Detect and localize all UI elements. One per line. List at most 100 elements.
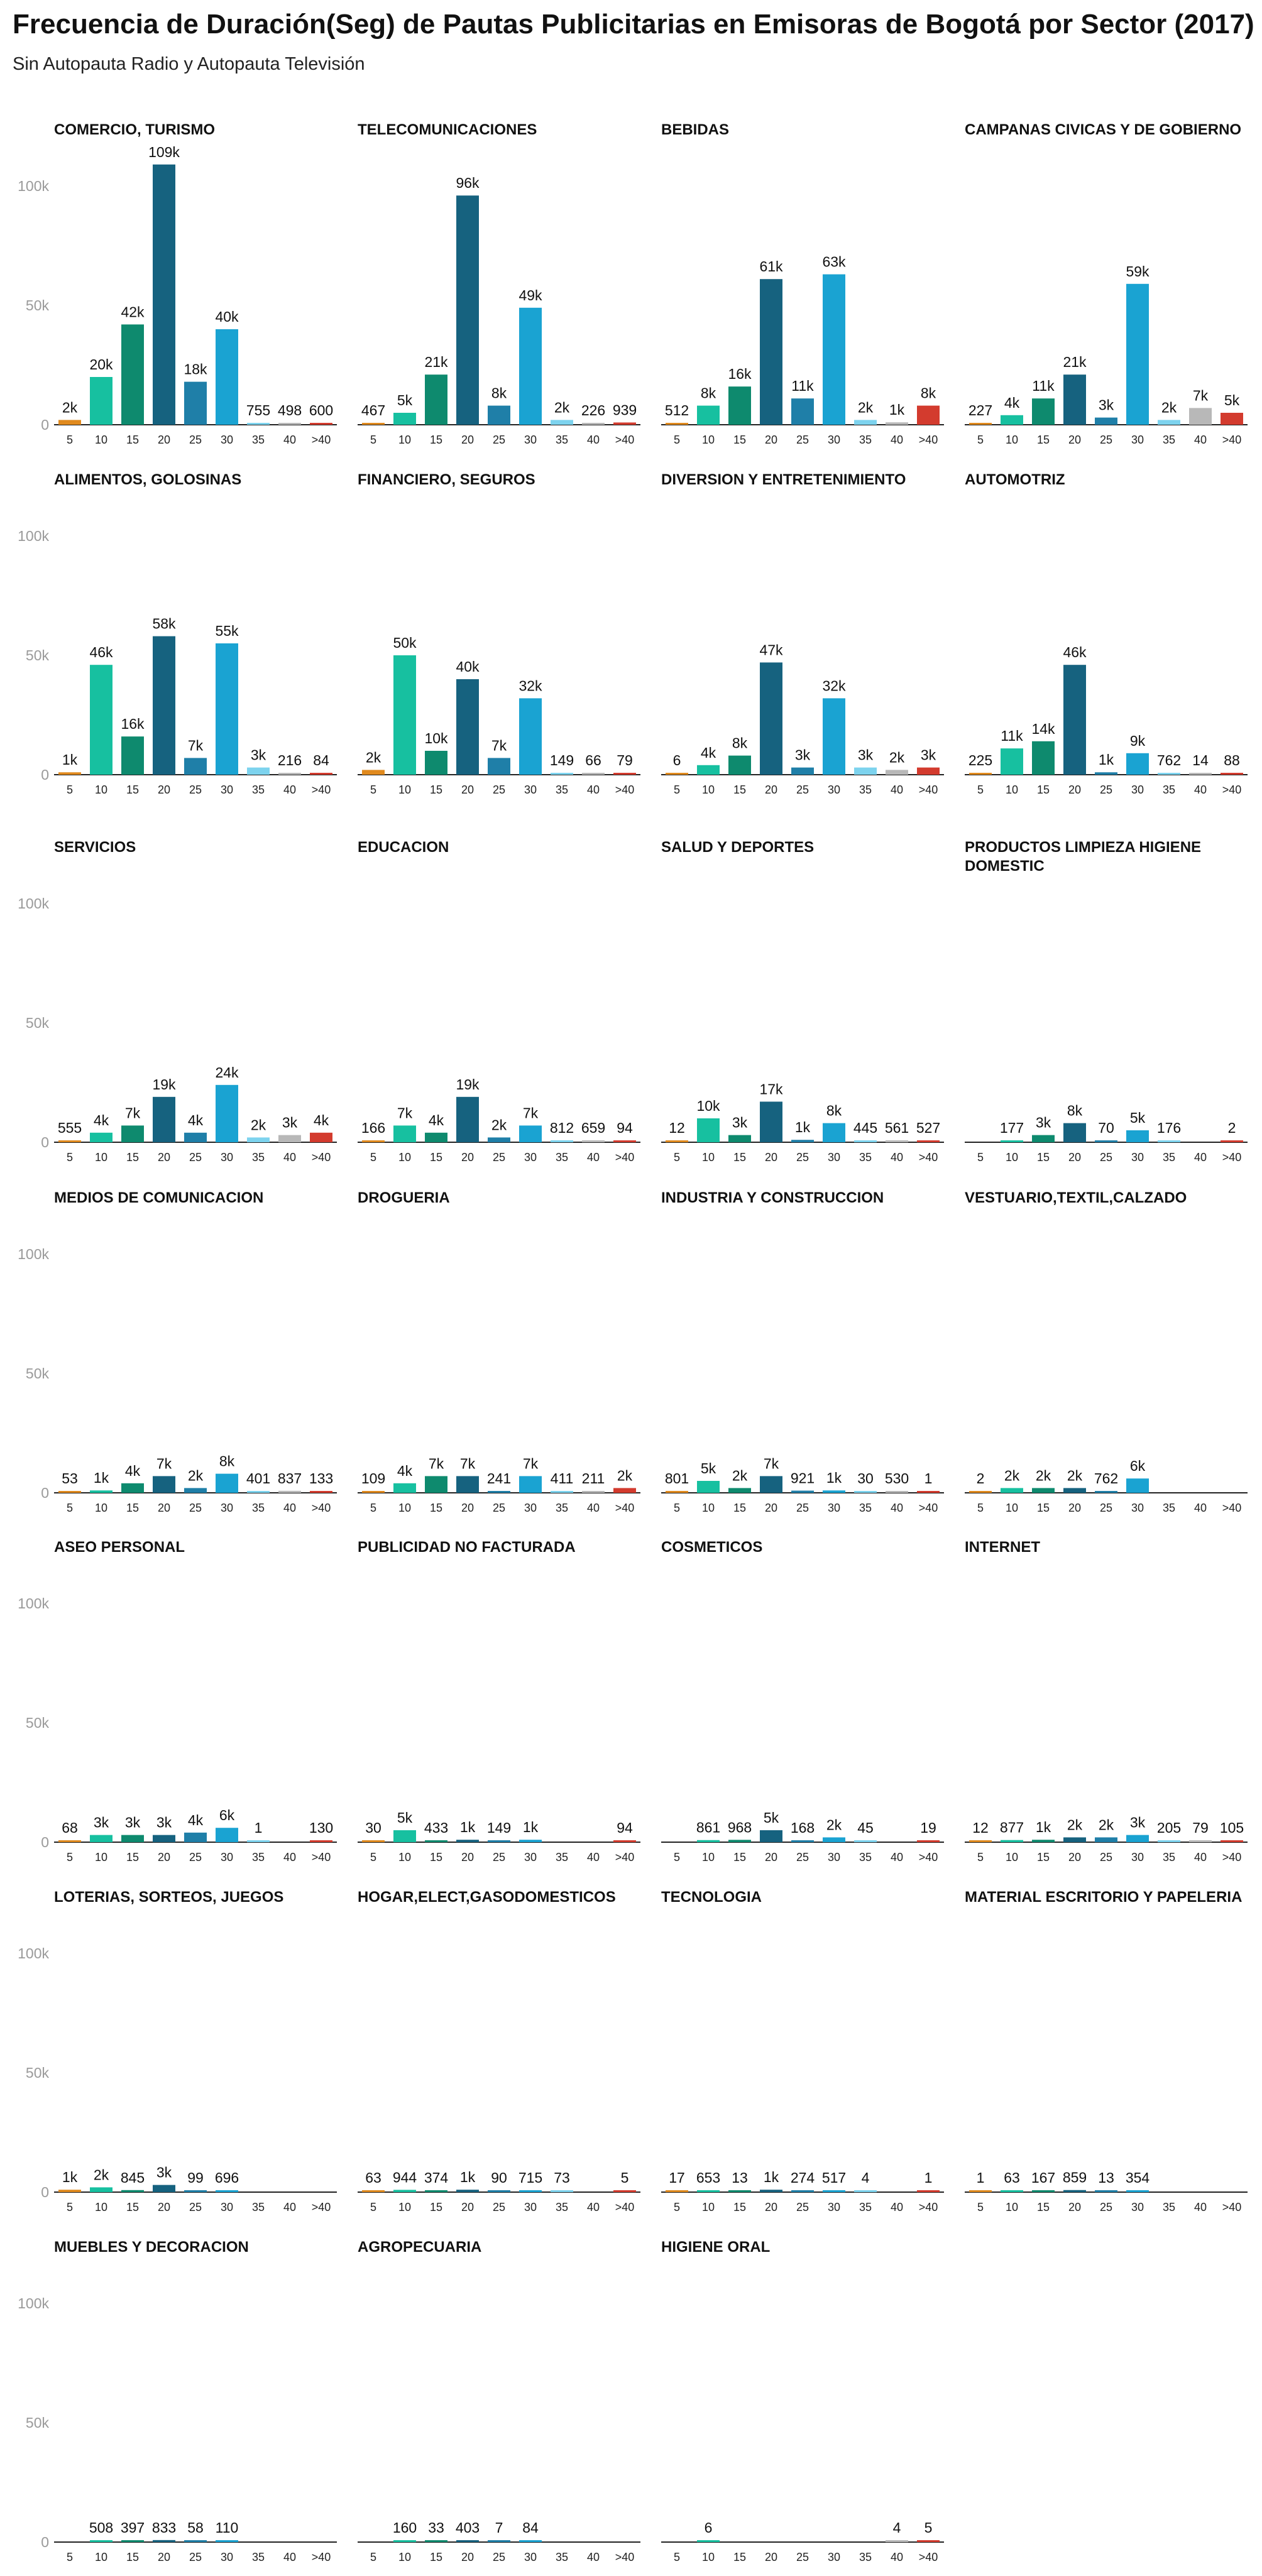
- bar: [310, 1840, 332, 1842]
- x-tick-label: 35: [859, 434, 872, 446]
- data-label: 216: [278, 752, 302, 768]
- bar: [519, 698, 542, 775]
- panel-title: PUBLICIDAD NO FACTURADA: [358, 1539, 576, 1556]
- data-label: 17k: [759, 1081, 783, 1097]
- y-tick-label: 50k: [26, 1015, 50, 1031]
- bar: [697, 405, 720, 425]
- bar: [1158, 773, 1180, 775]
- x-tick-label: 40: [1194, 1151, 1207, 1164]
- bar: [153, 1476, 175, 1493]
- data-label: 696: [215, 2169, 239, 2186]
- bar: [216, 329, 238, 425]
- data-label: 2k: [858, 399, 874, 415]
- x-tick-label: 40: [1194, 434, 1207, 446]
- bar: [551, 773, 573, 775]
- x-tick-label: 20: [765, 2201, 777, 2213]
- x-tick-label: 20: [1068, 434, 1081, 446]
- panel-title: INTERNET: [965, 1539, 1040, 1556]
- data-label: 2k: [1161, 399, 1177, 415]
- data-label: 1k: [764, 2169, 779, 2185]
- bar: [1063, 665, 1086, 775]
- bar: [58, 420, 81, 425]
- x-tick-label: 20: [765, 783, 777, 796]
- x-tick-label: 5: [67, 2551, 73, 2563]
- data-label: 403: [456, 2519, 480, 2536]
- x-tick-label: 40: [283, 2551, 296, 2563]
- data-label: 14k: [1031, 721, 1055, 737]
- bar: [760, 1476, 782, 1493]
- x-tick-label: >40: [919, 2201, 938, 2213]
- x-tick-label: 30: [524, 1151, 537, 1164]
- bar: [216, 1473, 238, 1493]
- bar: [310, 1491, 332, 1493]
- data-label: 50k: [393, 635, 417, 651]
- bar: [760, 1830, 782, 1842]
- data-label: 715: [519, 2169, 542, 2186]
- data-label: 46k: [1063, 644, 1087, 660]
- bar: [613, 1140, 636, 1142]
- x-tick-label: 25: [1100, 1502, 1112, 1514]
- bar: [90, 2540, 112, 2542]
- bar: [1221, 1840, 1243, 1842]
- x-tick-label: 40: [891, 434, 903, 446]
- bar: [823, 1490, 845, 1493]
- data-label: 762: [1094, 1470, 1118, 1487]
- data-label: 7k: [156, 1455, 172, 1471]
- data-label: 8k: [1067, 1103, 1083, 1119]
- x-tick-label: 35: [252, 2201, 265, 2213]
- bar: [917, 1491, 940, 1493]
- data-label: 167: [1031, 2169, 1055, 2186]
- data-label: 2k: [732, 1467, 748, 1483]
- bar: [121, 2190, 144, 2192]
- panel-title: ASEO PERSONAL: [54, 1539, 185, 1556]
- data-label: 84: [313, 752, 329, 768]
- x-tick-label: 40: [283, 783, 296, 796]
- data-label: 11k: [1032, 378, 1055, 394]
- x-tick-label: 30: [524, 434, 537, 446]
- x-tick-label: >40: [615, 1851, 635, 1864]
- y-tick-label: 50k: [26, 2065, 50, 2081]
- data-label: 2k: [491, 1116, 507, 1133]
- data-label: 5k: [701, 1460, 716, 1476]
- y-tick-label: 100k: [18, 178, 49, 194]
- bar: [278, 773, 301, 775]
- data-label: 226: [581, 402, 605, 418]
- bar: [1158, 1840, 1180, 1842]
- bar: [519, 2190, 542, 2192]
- x-tick-label: 20: [158, 1851, 170, 1864]
- bar: [1001, 1840, 1023, 1842]
- x-tick-label: >40: [1222, 434, 1242, 446]
- x-tick-label: 30: [221, 1502, 233, 1514]
- data-label: 3k: [125, 1815, 141, 1831]
- data-label: 63: [1004, 2169, 1020, 2186]
- bar: [854, 2190, 877, 2192]
- bar: [184, 2190, 207, 2192]
- data-label: 833: [152, 2519, 176, 2536]
- bar: [1126, 1130, 1149, 1142]
- x-tick-label: 10: [398, 1851, 411, 1864]
- x-tick-label: 5: [67, 1502, 73, 1514]
- x-tick-label: 20: [158, 783, 170, 796]
- x-tick-label: 30: [828, 2551, 840, 2563]
- x-tick-label: 30: [828, 783, 840, 796]
- data-label: 11k: [791, 378, 814, 394]
- bar: [666, 1140, 688, 1142]
- x-tick-label: 5: [674, 1502, 680, 1514]
- bar: [582, 1491, 605, 1493]
- x-tick-label: 5: [370, 434, 376, 446]
- data-label: 1k: [523, 1819, 539, 1835]
- x-tick-label: 15: [1037, 1502, 1050, 1514]
- data-label: 79: [1192, 1820, 1209, 1836]
- x-tick-label: 10: [1006, 783, 1018, 796]
- x-tick-label: 30: [828, 2201, 840, 2213]
- data-label: 5k: [1224, 392, 1240, 408]
- bar: [1032, 2190, 1055, 2192]
- x-tick-label: 5: [674, 434, 680, 446]
- data-label: 109: [361, 1470, 385, 1487]
- x-tick-label: 35: [252, 1502, 265, 1514]
- data-label: 4: [862, 2169, 870, 2186]
- bar: [184, 381, 207, 425]
- x-tick-label: 20: [461, 2551, 474, 2563]
- data-label: 3k: [282, 1115, 298, 1131]
- panel-title: ALIMENTOS, GOLOSINAS: [54, 471, 241, 488]
